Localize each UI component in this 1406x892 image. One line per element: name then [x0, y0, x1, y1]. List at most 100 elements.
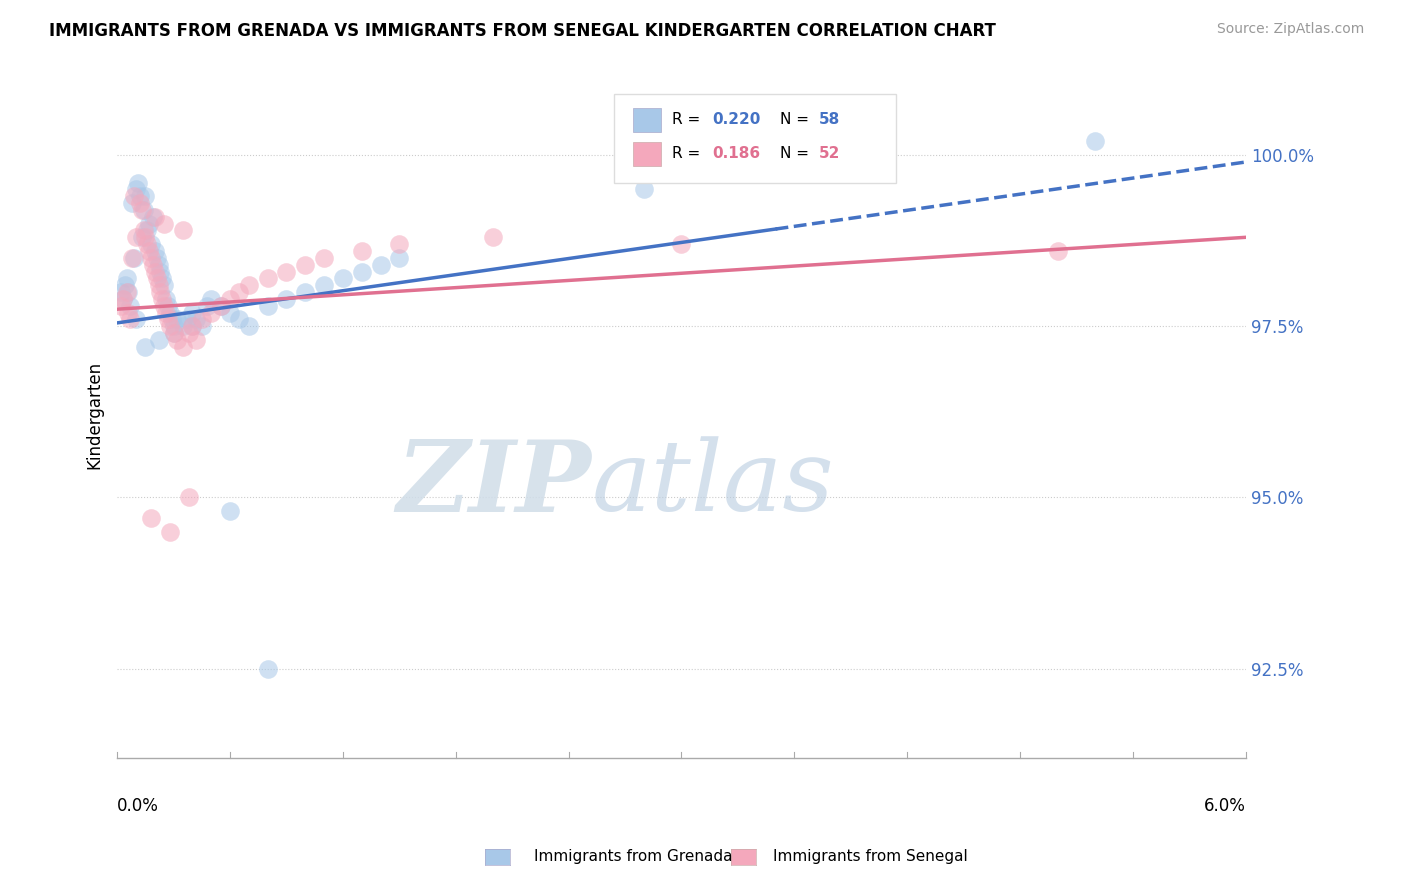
Point [294, 258, 316, 272]
Point [136, 237, 159, 252]
Point [111, 292, 134, 306]
Point [131, 202, 153, 217]
Point [120, 312, 142, 326]
Text: Immigrants from Grenada: Immigrants from Grenada [534, 849, 733, 863]
Point [166, 312, 188, 326]
Point [671, 237, 693, 252]
Point [186, 312, 208, 326]
Text: IMMIGRANTS FROM GRENADA VS IMMIGRANTS FROM SENEGAL KINDERGARTEN CORRELATION CHAR: IMMIGRANTS FROM GRENADA VS IMMIGRANTS FR… [49, 22, 995, 40]
Point [350, 244, 373, 258]
Point [238, 278, 260, 293]
Point [191, 312, 214, 326]
Point [110, 285, 132, 299]
Point [166, 333, 188, 347]
Point [148, 258, 170, 272]
Point [139, 511, 162, 525]
Point [132, 223, 155, 237]
Point [159, 305, 181, 319]
Point [131, 230, 153, 244]
Text: 6.0%: 6.0% [1204, 797, 1246, 814]
Point [138, 217, 160, 231]
Point [153, 278, 176, 293]
Point [138, 244, 160, 258]
Point [148, 333, 170, 347]
Point [145, 271, 167, 285]
Point [370, 258, 392, 272]
Point [228, 312, 250, 326]
Point [156, 312, 179, 326]
Point [388, 237, 411, 252]
Point [117, 285, 139, 299]
Point [219, 292, 242, 306]
Point [143, 244, 166, 258]
Point [162, 326, 184, 341]
Point [110, 299, 132, 313]
Point [115, 271, 138, 285]
Point [482, 230, 505, 244]
Point [132, 202, 155, 217]
Point [153, 299, 176, 313]
Text: ZIP: ZIP [396, 435, 591, 532]
Point [142, 210, 165, 224]
FancyBboxPatch shape [614, 94, 896, 183]
Text: 52: 52 [820, 146, 841, 161]
Text: R =: R = [672, 112, 706, 127]
Point [350, 264, 373, 278]
Point [134, 340, 156, 354]
Point [238, 319, 260, 334]
Point [114, 278, 136, 293]
Point [191, 319, 214, 334]
Point [219, 504, 242, 518]
Point [209, 299, 232, 313]
Point [145, 251, 167, 265]
Point [181, 319, 204, 334]
Point [186, 333, 208, 347]
Point [162, 326, 184, 341]
Point [256, 662, 278, 676]
Text: 0.220: 0.220 [711, 112, 761, 127]
Point [276, 292, 298, 306]
Point [128, 189, 150, 203]
Point [172, 319, 194, 334]
Point [633, 182, 655, 196]
Point [125, 230, 148, 244]
Point [209, 299, 232, 313]
Point [276, 264, 298, 278]
Point [125, 182, 148, 196]
Point [142, 258, 165, 272]
Point [388, 251, 411, 265]
Point [121, 196, 143, 211]
Point [1046, 244, 1069, 258]
Point [177, 491, 200, 505]
Point [200, 292, 222, 306]
Point [228, 285, 250, 299]
Point [314, 278, 336, 293]
Point [143, 210, 166, 224]
Point [139, 251, 162, 265]
Point [121, 251, 143, 265]
FancyBboxPatch shape [633, 142, 661, 166]
Point [197, 299, 219, 313]
Point [159, 319, 181, 334]
Point [150, 292, 173, 306]
Point [177, 326, 200, 341]
Point [122, 189, 145, 203]
Text: 0.186: 0.186 [711, 146, 761, 161]
Point [314, 251, 336, 265]
Point [160, 312, 183, 326]
Point [149, 285, 172, 299]
Point [172, 340, 194, 354]
Point [115, 285, 138, 299]
Point [200, 305, 222, 319]
Point [127, 176, 149, 190]
Point [143, 264, 166, 278]
Text: N =: N = [780, 112, 814, 127]
Point [153, 217, 176, 231]
Point [155, 292, 177, 306]
Text: N =: N = [780, 146, 814, 161]
Point [134, 230, 156, 244]
Point [122, 251, 145, 265]
Point [136, 223, 159, 237]
Point [332, 271, 354, 285]
Point [256, 299, 278, 313]
